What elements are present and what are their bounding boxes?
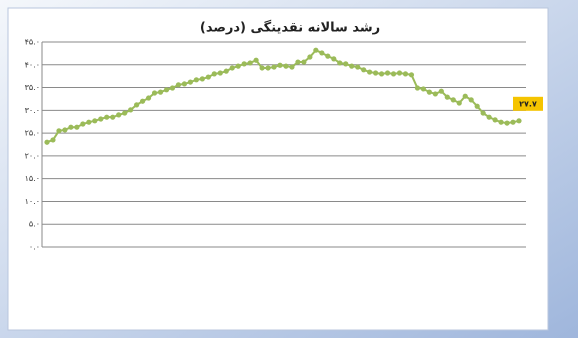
point — [163, 87, 170, 93]
point — [199, 76, 205, 82]
point — [450, 97, 456, 103]
data-label-box — [513, 96, 543, 111]
point — [259, 65, 265, 71]
point — [325, 53, 331, 59]
point — [349, 63, 355, 69]
point — [145, 95, 152, 101]
y-tick-label: ۲۰.۰ — [25, 151, 40, 160]
point — [193, 77, 199, 83]
point — [56, 128, 62, 134]
point — [367, 69, 373, 75]
point — [378, 71, 385, 77]
point — [223, 68, 229, 74]
point — [420, 86, 427, 92]
point — [301, 59, 307, 65]
point — [151, 90, 158, 96]
point — [241, 61, 247, 67]
y-tick-label: ۳۰.۰ — [25, 106, 40, 115]
point — [175, 82, 182, 88]
point — [480, 110, 486, 116]
point — [265, 65, 271, 71]
point — [80, 121, 86, 127]
point — [134, 102, 140, 108]
point — [229, 65, 235, 71]
point — [128, 107, 134, 113]
y-tick-label: ۱۵.۰ — [25, 174, 40, 183]
y-tick-label: ۴۰.۰ — [25, 60, 40, 69]
point — [414, 85, 421, 91]
point — [235, 63, 241, 69]
point — [62, 127, 68, 133]
point — [116, 112, 122, 118]
point — [486, 114, 492, 120]
point — [104, 114, 110, 120]
point — [187, 79, 193, 85]
point — [157, 89, 164, 95]
point — [253, 57, 259, 63]
point — [319, 50, 325, 56]
point — [74, 124, 80, 130]
point — [283, 63, 289, 69]
point — [289, 64, 295, 70]
point — [337, 60, 343, 66]
data-label: ۲۷.۷ — [519, 99, 537, 108]
point — [462, 93, 468, 99]
point — [295, 59, 301, 65]
point — [217, 70, 223, 76]
point — [205, 74, 211, 80]
point — [44, 139, 50, 145]
point — [271, 64, 277, 70]
point — [438, 88, 444, 94]
point — [98, 116, 104, 122]
point — [181, 81, 188, 87]
point — [516, 118, 522, 124]
y-tick-label: ۵.۰ — [29, 220, 40, 229]
point — [504, 120, 510, 126]
point — [50, 137, 56, 143]
point — [474, 103, 480, 109]
chart-area — [7, 7, 549, 331]
point — [402, 71, 409, 77]
point — [510, 119, 516, 125]
point — [68, 124, 74, 130]
point — [444, 94, 450, 100]
point — [169, 85, 176, 91]
point — [122, 110, 128, 116]
point — [361, 67, 367, 73]
point — [426, 89, 432, 95]
point — [492, 117, 498, 123]
point — [139, 98, 146, 104]
point — [468, 97, 474, 103]
point — [92, 118, 98, 124]
point — [307, 54, 313, 60]
point — [390, 71, 397, 77]
point — [86, 119, 92, 125]
point — [498, 119, 504, 125]
chart-title: رشد سالانه نقدینگی (درصد) — [200, 20, 380, 36]
y-tick-label: ۱۰.۰ — [25, 197, 40, 206]
point — [432, 91, 438, 97]
point — [247, 60, 253, 66]
y-tick-label: ۳۵.۰ — [25, 83, 40, 92]
point — [277, 62, 283, 68]
point — [313, 47, 319, 53]
y-tick-label: ۴۵.۰ — [25, 38, 40, 47]
point — [211, 71, 217, 77]
point — [373, 70, 379, 76]
point — [396, 70, 403, 76]
y-tick-label: ۰.۰ — [29, 243, 40, 252]
point — [110, 114, 116, 120]
point — [456, 100, 462, 106]
point — [331, 56, 337, 62]
point — [384, 70, 391, 76]
point — [343, 61, 349, 67]
y-tick-label: ۲۵.۰ — [25, 129, 40, 138]
point — [355, 64, 361, 70]
point — [408, 72, 415, 78]
